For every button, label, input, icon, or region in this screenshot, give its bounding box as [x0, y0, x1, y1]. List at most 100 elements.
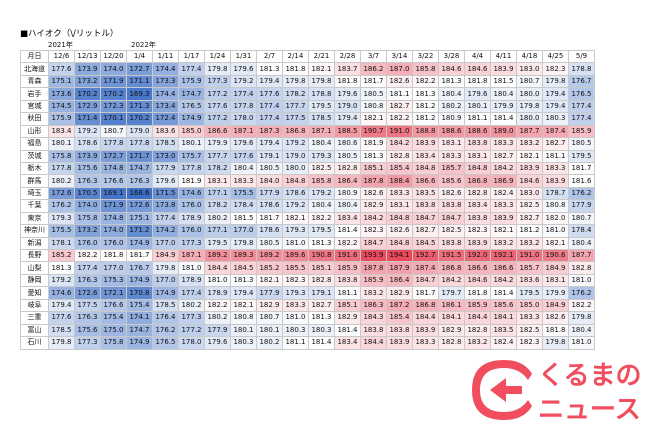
price-cell: 179.2 [48, 273, 75, 288]
price-cell: 183.8 [438, 236, 465, 251]
price-cell: 179.4 [256, 137, 283, 151]
price-cell: 182.8 [464, 323, 491, 338]
price-cell: 177.6 [256, 87, 283, 101]
price-cell: 176.4 [152, 311, 179, 325]
price-cell: 183.8 [334, 273, 361, 288]
price-cell: 177.4 [178, 62, 205, 76]
price-cell: 182.5 [516, 323, 543, 338]
price-cell: 173.2 [74, 224, 101, 238]
price-cell: 179.7 [438, 286, 465, 300]
price-cell: 180.4 [568, 236, 595, 251]
price-cell: 181.0 [542, 224, 569, 238]
price-cell: 180.7 [256, 311, 283, 325]
price-cell: 177.4 [152, 211, 179, 226]
price-cell: 185.2 [256, 261, 283, 275]
price-cell: 173.3 [152, 74, 179, 89]
price-cell: 181.8 [464, 286, 491, 300]
price-cell: 183.1 [386, 199, 413, 213]
price-cell: 170.5 [74, 186, 101, 201]
price-cell: 179.8 [542, 336, 569, 350]
price-cell: 186.6 [464, 261, 491, 275]
price-cell: 185.7 [438, 161, 465, 176]
price-cell: 184.7 [412, 211, 439, 226]
price-cell: 172.7 [126, 62, 153, 76]
price-cell: 181.3 [48, 261, 75, 275]
price-cell: 184.4 [464, 311, 491, 325]
price-cell: 180.4 [490, 87, 517, 101]
price-cell: 183.8 [438, 199, 465, 213]
price-cell: 183.2 [360, 286, 387, 300]
price-cell: 188.6 [438, 124, 465, 139]
price-cell: 189.0 [490, 124, 517, 139]
price-cell: 175.4 [126, 298, 153, 313]
date-column-header: 1/31 [230, 49, 257, 64]
date-column-header: 3/22 [412, 49, 439, 64]
price-cell: 177.9 [256, 186, 283, 201]
price-cell: 173.4 [152, 99, 179, 114]
price-cell: 177.5 [74, 298, 101, 313]
price-cell: 175.9 [48, 112, 75, 126]
price-cell: 188.8 [412, 124, 439, 139]
price-cell: 174.0 [100, 224, 127, 238]
price-cell: 171.4 [74, 112, 101, 126]
price-cell: 177.6 [204, 99, 231, 114]
price-cell: 190.8 [308, 248, 335, 263]
price-cell: 184.4 [204, 261, 231, 275]
price-cell: 183.2 [490, 236, 517, 251]
price-cell: 181.1 [282, 336, 309, 350]
price-cell: 176.6 [100, 174, 127, 188]
price-cell: 177.0 [230, 224, 257, 238]
price-cell: 187.8 [360, 174, 387, 188]
price-cell: 180.3 [230, 336, 257, 350]
price-cell: 174.4 [152, 62, 179, 76]
price-cell: 183.3 [542, 161, 569, 176]
date-column-header: 4/18 [516, 49, 543, 64]
price-cell: 184.0 [256, 174, 283, 188]
price-cell: 187.9 [386, 261, 413, 275]
price-cell: 182.1 [542, 236, 569, 251]
price-cell: 177.9 [204, 323, 231, 338]
price-cell: 177.4 [178, 286, 205, 300]
price-cell: 182.8 [386, 149, 413, 163]
table-row: 千葉 176.2 174.0 171.9 172.6 173.8 176.0 178.2 178… [20, 199, 595, 213]
price-cell: 180.4 [334, 199, 361, 213]
date-column-header: 4/4 [464, 49, 491, 64]
price-cell: 188.4 [386, 174, 413, 188]
price-cell: 179.4 [334, 112, 361, 126]
price-cell: 182.8 [464, 186, 491, 201]
price-cell: 182.2 [204, 298, 231, 313]
price-cell: 184.8 [386, 236, 413, 251]
price-cell: 182.1 [282, 211, 309, 226]
price-cell: 181.0 [568, 336, 595, 350]
date-column-header: 12/6 [48, 49, 75, 64]
price-cell: 182.2 [568, 298, 595, 313]
price-cell: 174.7 [178, 87, 205, 101]
price-cell: 178.5 [48, 323, 75, 338]
price-cell: 184.1 [438, 311, 465, 325]
price-cell: 181.0 [568, 273, 595, 288]
date-column-header: 12/13 [74, 49, 101, 64]
price-cell: 187.1 [178, 248, 205, 263]
price-cell: 185.8 [308, 174, 335, 188]
prefecture-cell: 三重 [20, 311, 49, 325]
price-cell: 179.2 [308, 186, 335, 201]
price-cell: 183.6 [152, 124, 179, 139]
price-cell: 182.1 [256, 273, 283, 288]
price-cell: 182.5 [308, 161, 335, 176]
price-cell: 176.5 [152, 336, 179, 350]
price-cell: 179.6 [230, 62, 257, 76]
table-row: 愛知 174.6 172.6 172.1 170.8 174.9 177.4 178.9 179… [20, 286, 595, 300]
price-cell: 184.4 [412, 311, 439, 325]
price-cell: 181.9 [178, 174, 205, 188]
price-cell: 179.0 [282, 149, 309, 163]
date-column-header: 2/14 [282, 49, 309, 64]
table-row: 群馬 180.2 176.3 176.6 176.3 179.6 181.9 183.1 183… [20, 174, 595, 188]
price-cell: 183.9 [412, 137, 439, 151]
price-cell: 181.1 [386, 87, 413, 101]
price-cell: 186.8 [412, 298, 439, 313]
table-row: 茨城 175.8 173.9 172.7 171.7 173.0 175.7 177.7 177… [20, 149, 595, 163]
price-cell: 192.0 [464, 248, 491, 263]
price-cell: 175.0 [100, 323, 127, 338]
price-cell: 182.9 [256, 298, 283, 313]
price-cell: 182.2 [334, 236, 361, 251]
